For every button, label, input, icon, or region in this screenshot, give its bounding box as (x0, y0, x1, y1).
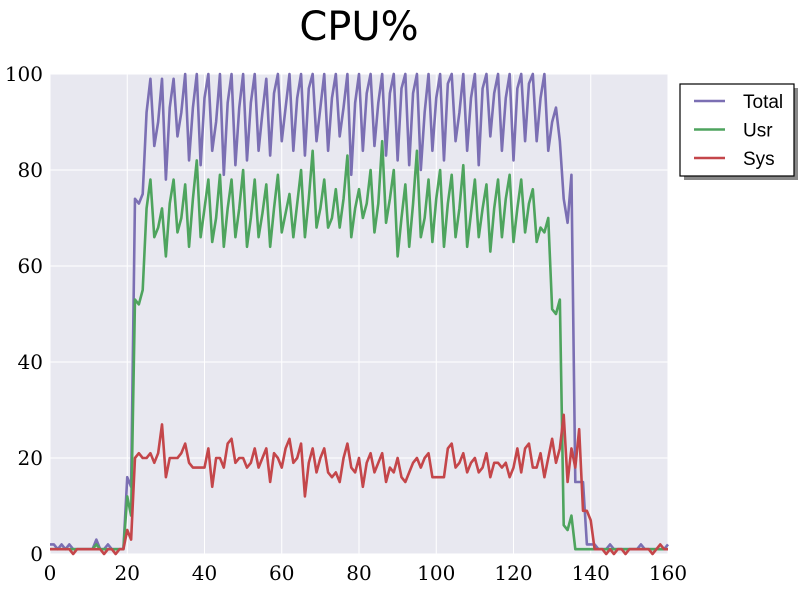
y-axis-ticks: 0 20 40 60 80 100 (5, 62, 43, 566)
series-line-total (50, 72, 670, 551)
legend-label-total: Total (743, 92, 783, 113)
x-tick-label: 80 (346, 561, 371, 585)
x-tick-label: 100 (417, 561, 455, 585)
x-tick-label: 160 (649, 561, 687, 585)
y-tick-label: 60 (18, 254, 43, 278)
legend-label-usr: Usr (743, 121, 773, 142)
x-tick-label: 40 (192, 561, 217, 585)
y-tick-label: 20 (18, 446, 43, 470)
x-tick-label: 120 (494, 561, 532, 585)
legend: Total Usr Sys (679, 83, 798, 180)
legend-items: Total Usr Sys (694, 92, 783, 170)
x-tick-label: 0 (44, 561, 57, 585)
series-line-usr (50, 139, 668, 551)
chart-title: CPU% (299, 4, 418, 50)
y-tick-label: 0 (30, 542, 43, 566)
x-tick-label: 140 (572, 561, 610, 585)
x-tick-label: 20 (115, 561, 140, 585)
y-tick-label: 80 (18, 158, 43, 182)
series-line-sys (50, 413, 668, 556)
x-axis-ticks: 0 20 40 60 80 100 120 140 160 (44, 561, 687, 585)
legend-label-sys: Sys (743, 149, 775, 170)
x-tick-label: 60 (269, 561, 294, 585)
y-tick-label: 100 (5, 62, 43, 86)
series-lines (50, 72, 670, 556)
y-tick-label: 40 (18, 350, 43, 374)
